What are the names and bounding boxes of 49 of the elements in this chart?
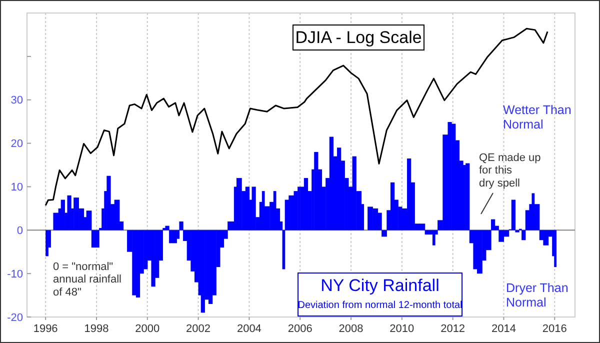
annotation: Wetter Than Normal — [503, 103, 572, 132]
series-label: NY City Rainfall — [320, 276, 440, 295]
y-tick-label: 30 — [10, 94, 23, 107]
annotation: QE made up for this dry spell — [479, 152, 541, 190]
bar — [114, 200, 120, 230]
x-tick-label: 2000 — [135, 323, 160, 335]
bar — [67, 195, 72, 230]
x-tick-label: 2006 — [288, 323, 312, 335]
bar — [95, 230, 100, 248]
bar — [511, 200, 516, 230]
bar — [543, 230, 549, 246]
x-tick-label: 2014 — [491, 323, 516, 335]
bar — [522, 230, 526, 240]
bar — [337, 148, 342, 230]
x-tick-label: 2010 — [390, 323, 414, 335]
bar — [86, 210, 92, 230]
annotation: 0 = "normal" annual rainfall of 48" — [53, 261, 122, 298]
bar — [60, 200, 65, 230]
y-tick-label: -10 — [7, 268, 23, 280]
bar — [288, 195, 294, 230]
bar — [208, 230, 213, 304]
y-tick-label: 10 — [10, 182, 23, 194]
bar — [252, 186, 256, 230]
x-tick-label: 2016 — [542, 323, 567, 335]
bar — [136, 230, 140, 298]
y-tick-label: 20 — [10, 138, 23, 150]
bar — [53, 212, 59, 230]
x-tick-label: 2012 — [440, 323, 466, 335]
x-tick-label: 2004 — [236, 323, 262, 335]
bar — [466, 163, 470, 230]
y-tick-label: 0 — [16, 224, 23, 237]
bar — [314, 152, 318, 230]
annotation: Deviation from normal 12-month total — [298, 300, 462, 311]
x-tick-label: 1996 — [33, 323, 58, 335]
bar — [477, 230, 482, 274]
bar — [390, 182, 395, 230]
bar — [452, 124, 456, 230]
bar — [169, 230, 174, 244]
bar — [106, 176, 111, 230]
bar — [236, 178, 242, 230]
x-tick-label: 2008 — [338, 323, 364, 335]
series-label: DJIA - Log Scale — [295, 28, 422, 47]
bar — [46, 230, 48, 256]
annotation: Dryer Than Normal — [506, 281, 568, 310]
bar — [151, 230, 156, 287]
x-tick-label: 1998 — [84, 323, 109, 335]
x-tick-label: 2002 — [186, 323, 211, 335]
bar — [144, 230, 148, 270]
y-tick-label: -20 — [7, 312, 23, 324]
